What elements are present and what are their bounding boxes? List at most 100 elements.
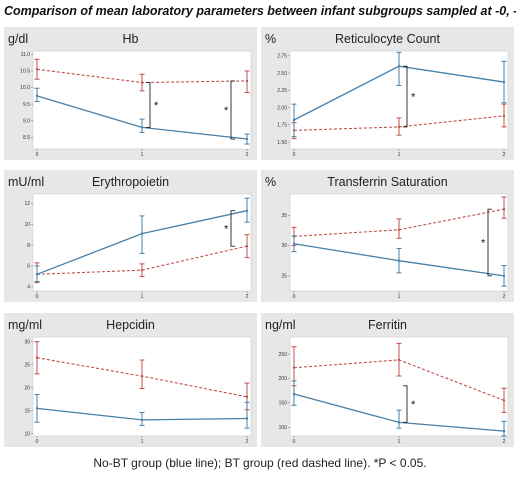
y-tick-label: 8 [27,243,30,249]
chart-panel-erythropoietin: mU/ml Erythropoietin 4 6 8 10 12 0 1 2 * [4,170,257,302]
data-point-bt [292,366,296,369]
chart-svg: mg/ml Hepcidin 10 15 20 25 30 0 1 2 [8,318,252,445]
data-point-no-bt [292,392,296,396]
data-point-bt [140,268,144,272]
y-tick-label: 10 [24,431,30,437]
significance-bracket: * [403,385,416,423]
y-tick-label: 9.5 [23,102,30,108]
y-tick-label: 2.50 [277,71,287,77]
data-point-bt [140,374,144,378]
data-point-bt [397,228,401,231]
y-tick-label: 30 [24,339,30,345]
error-bar-no-bt [139,118,145,133]
data-point-no-bt [140,418,144,422]
chart-title: Ferritin [368,318,407,332]
error-bar-no-bt [396,409,402,429]
y-tick-label: 4 [27,285,30,291]
bracket-line [230,80,235,140]
x-tick-label: 1 [398,294,401,300]
significance-label: * [481,238,486,250]
x-tick-label: 0 [36,294,39,300]
significance-label: * [411,92,416,104]
bracket-line [487,208,492,277]
significance-bracket: * [481,208,492,277]
chart-title: Hepcidin [106,318,155,332]
y-tick-label: 10 [24,222,30,228]
figure-caption: No-BT group (blue line); BT group (red d… [93,456,427,470]
chart-panel-reticulocyte-count: % Reticulocyte Count 1.50 1.75 2.00 2.25 2.50 2… [261,27,514,160]
unit-label: % [265,175,276,189]
x-tick-label: 2 [246,152,249,158]
significance-label: * [411,399,416,411]
chart-svg: % Reticulocyte Count 1.50 1.75 2.00 2.25 2.50 2… [265,32,509,158]
data-point-no-bt [35,94,39,98]
chart-svg: % Transferrin Saturation 25 30 35 0 1 2 * [265,175,509,300]
error-bar-bt [396,218,402,239]
y-tick-label: 9.0 [23,118,30,124]
data-point-no-bt [292,118,296,122]
data-point-bt [502,114,506,118]
data-point-no-bt [35,407,39,410]
chart-title: Transferrin Saturation [327,175,447,189]
x-tick-label: 2 [246,294,249,300]
data-point-bt [35,68,39,71]
bracket-line [146,82,151,128]
significance-label: * [154,100,159,112]
data-point-no-bt [140,126,144,129]
chart-panel-ferritin: ng/ml Ferritin 100 150 200 250 0 1 2 * [261,313,514,447]
data-point-no-bt [292,242,296,245]
data-point-bt [140,81,144,84]
data-point-no-bt [397,64,401,68]
y-tick-label: 2.25 [277,88,287,94]
significance-bracket: * [224,210,235,247]
x-tick-label: 1 [141,152,144,158]
significance-bracket: * [403,65,416,128]
y-tick-label: 25 [281,274,287,280]
unit-label: mg/ml [8,318,42,332]
x-tick-label: 2 [503,152,506,158]
data-point-no-bt [140,232,144,235]
data-point-bt [35,356,39,359]
y-tick-label: 6 [27,264,30,270]
data-point-no-bt [502,429,506,433]
data-point-bt [245,244,249,248]
data-point-no-bt [502,274,506,278]
unit-label: ng/ml [265,318,296,332]
y-tick-label: 10.5 [20,69,30,75]
x-tick-label: 2 [246,439,249,445]
data-point-no-bt [245,137,249,141]
y-tick-label: 20 [24,385,30,391]
chart-svg: ng/ml Ferritin 100 150 200 250 0 1 2 * [265,318,509,445]
y-tick-label: 1.50 [277,140,287,146]
y-tick-label: 2.00 [277,105,287,111]
x-tick-label: 0 [36,439,39,445]
y-tick-label: 11.0 [21,52,31,58]
data-point-no-bt [397,421,401,424]
y-tick-label: 250 [279,352,288,358]
y-tick-label: 30 [281,243,287,249]
y-tick-label: 25 [24,362,30,368]
chart-panel-hb: g/dl Hb 8.5 9.0 9.5 10.0 10.5 11.0 0 1 2 * * [4,27,257,160]
error-bar-no-bt [396,51,402,87]
significance-label: * [224,105,229,117]
y-tick-label: 12 [24,201,30,207]
significance-bracket: * [146,82,159,128]
chart-panel-transferrin-saturation: % Transferrin Saturation 25 30 35 0 1 2 * [261,170,514,302]
x-tick-label: 2 [503,294,506,300]
x-tick-label: 1 [141,439,144,445]
y-tick-label: 150 [279,401,288,407]
data-point-no-bt [502,80,506,84]
y-tick-label: 15 [24,408,30,414]
y-tick-label: 1.75 [277,123,287,129]
data-point-no-bt [397,259,401,262]
data-point-bt [397,358,401,362]
data-point-no-bt [245,417,249,420]
y-tick-label: 8.5 [23,135,30,141]
bracket-line [403,385,408,423]
chart-title: Reticulocyte Count [335,32,440,46]
error-bar-no-bt [501,420,507,437]
unit-label: mU/ml [8,175,44,189]
y-tick-label: 2.75 [277,54,287,60]
plot-area [32,50,252,150]
